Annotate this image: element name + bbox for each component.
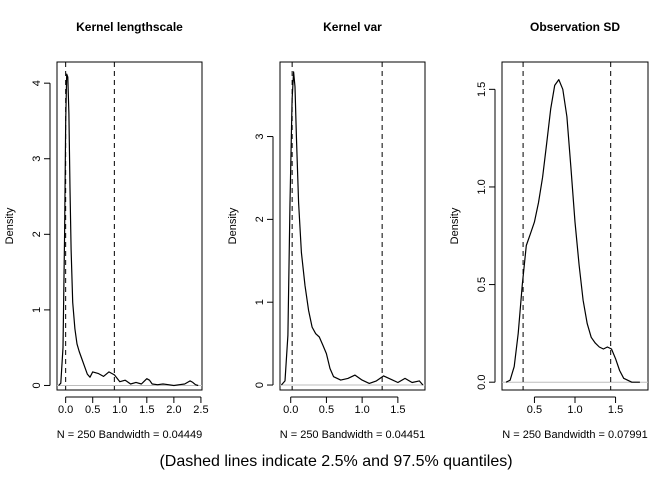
x-tick-label: 0.0 [283,404,298,416]
y-tick-label: 1.0 [476,179,488,194]
y-tick-label: 3 [31,156,43,162]
panel-title: Kernel var [323,20,382,34]
plot-frame [279,61,426,391]
x-tick-label: 0.0 [58,404,73,416]
y-tick-label: 2 [31,231,43,237]
y-tick-label: 0.5 [476,277,488,292]
x-tick-label: 1.5 [139,404,154,416]
x-tick-label: 2.5 [193,404,208,416]
x-tick-label: 1.5 [390,404,405,416]
density-curve [505,78,640,383]
panel-2: Kernel var 0.0 0.5 1.0 1.5 0 1 2 3 Density N = 250… [227,20,426,441]
x-tick-label: 0.5 [319,404,334,416]
y-axis-label: Density [4,207,16,244]
x-tick-label: 2.0 [166,404,181,416]
x-tick-label: 0.5 [85,404,100,416]
y-axis-label: Density [227,207,239,244]
panel-3: Observation SD 0.5 1.0 1.5 0.0 0.5 1.0 1.5 Densi… [449,20,649,441]
y-tick-label: 0 [254,382,266,388]
x-axis-label: N = 250 Bandwidth = 0.04449 [57,429,203,441]
plot-frame [56,61,203,391]
x-axis-label: N = 250 Bandwidth = 0.07991 [502,429,648,441]
y-tick-label: 1 [31,307,43,313]
y-tick-label: 2 [254,216,266,222]
y-tick-label: 4 [31,80,43,86]
x-tick-label: 1.0 [354,404,369,416]
y-tick-label: 1 [254,299,266,305]
x-tick-label: 1.5 [608,404,623,416]
panel-1: Kernel lengthscale 0.0 0.5 1.0 1.5 2.0 2.5 0 1 2 3… [4,20,209,441]
density-curve [280,71,424,386]
figure-caption: (Dashed lines indicate 2.5% and 97.5% qu… [159,453,512,470]
y-tick-label: 0 [31,382,43,388]
x-axis-label: N = 250 Bandwidth = 0.04451 [280,429,426,441]
y-tick-label: 3 [254,133,266,139]
x-tick-label: 1.0 [112,404,127,416]
y-tick-label: 0.0 [476,375,488,390]
x-tick-label: 1.0 [567,404,582,416]
density-curve [58,73,199,387]
x-tick-label: 0.5 [527,404,542,416]
y-tick-label: 1.5 [476,82,488,97]
y-axis-label: Density [449,207,461,244]
plot-frame [501,61,649,391]
panel-title: Kernel lengthscale [76,20,183,34]
panel-title: Observation SD [530,20,620,34]
